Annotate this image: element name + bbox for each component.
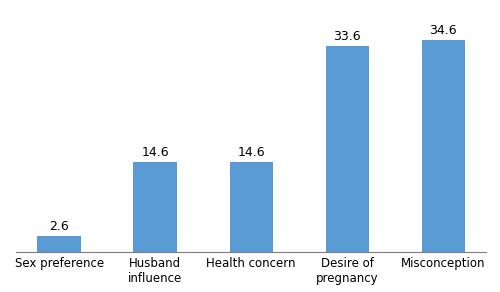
Bar: [326, 46, 369, 251]
Text: 14.6: 14.6: [238, 146, 265, 159]
Bar: [230, 162, 273, 251]
Text: 2.6: 2.6: [49, 220, 69, 232]
Bar: [38, 236, 80, 251]
Bar: [134, 162, 176, 251]
Text: 33.6: 33.6: [334, 30, 361, 43]
Bar: [422, 40, 465, 251]
Text: 34.6: 34.6: [430, 24, 457, 37]
Text: 14.6: 14.6: [142, 146, 169, 159]
